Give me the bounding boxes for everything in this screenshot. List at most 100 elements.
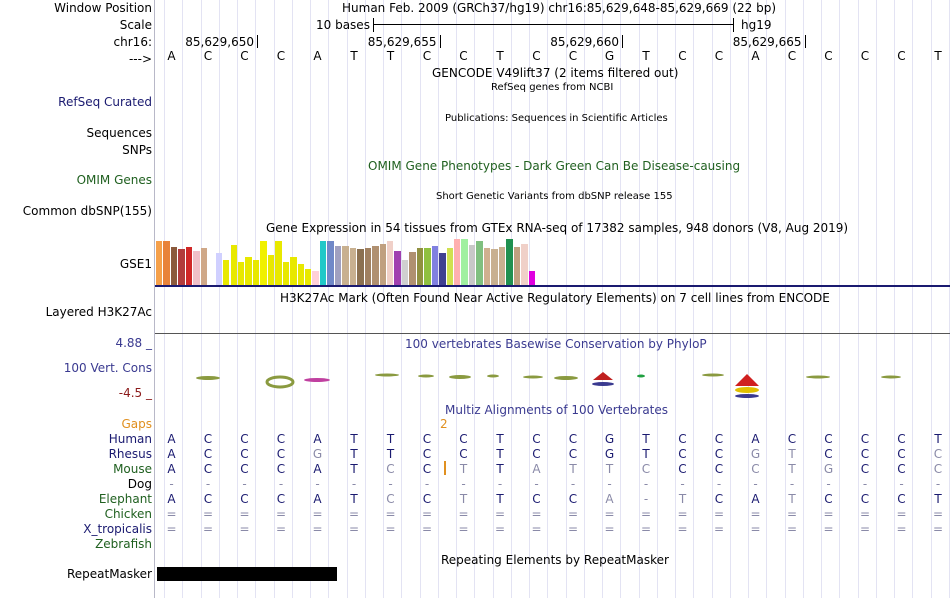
gtex-bar[interactable]	[513, 247, 521, 285]
gse1-label[interactable]: GSE1	[119, 257, 152, 271]
gtex-track-title[interactable]: Gene Expression in 54 tissues from GTEx …	[266, 221, 849, 235]
gtex-bar[interactable]	[267, 255, 275, 285]
gtex-bar[interactable]	[416, 248, 424, 285]
gtex-bar[interactable]	[260, 241, 267, 285]
gencode-track-title[interactable]: GENCODE V49lift37 (2 items filtered out)	[432, 66, 679, 80]
gtex-bar[interactable]	[319, 241, 327, 285]
snps-label[interactable]: SNPs	[122, 143, 152, 157]
gtex-bar[interactable]	[208, 245, 215, 285]
gtex-bar[interactable]	[163, 241, 170, 285]
multiz-track-title[interactable]: Multiz Alignments of 100 Vertebrates	[445, 403, 669, 417]
gtex-bar[interactable]	[282, 262, 290, 285]
gtex-bar[interactable]	[424, 248, 431, 285]
species-label[interactable]: Mouse	[113, 462, 152, 476]
sequences-label[interactable]: Sequences	[86, 126, 152, 140]
publications-track-title[interactable]: Publications: Sequences in Scientific Ar…	[445, 113, 668, 124]
alignment-base: C	[933, 447, 943, 461]
gtex-bar[interactable]	[491, 249, 498, 285]
gtex-bar[interactable]	[230, 244, 237, 285]
gtex-bar[interactable]	[409, 251, 416, 285]
gtex-bar[interactable]	[193, 250, 200, 285]
alignment-base: =	[932, 522, 944, 536]
layered-h3k27ac-label[interactable]: Layered H3K27Ac	[45, 305, 152, 319]
gaps-label[interactable]: Gaps	[121, 417, 152, 431]
gtex-bar[interactable]	[185, 247, 193, 285]
common-dbsnp-label[interactable]: Common dbSNP(155)	[22, 204, 152, 218]
gtex-bar[interactable]	[252, 259, 260, 285]
gtex-bar[interactable]	[342, 245, 349, 285]
gtex-bar[interactable]	[215, 252, 223, 285]
gtex-bar[interactable]	[237, 262, 245, 285]
gtex-bar[interactable]	[528, 271, 535, 285]
gtex-bar[interactable]	[297, 264, 304, 285]
gtex-bar[interactable]	[357, 249, 364, 285]
gtex-bar[interactable]	[431, 245, 439, 285]
alignment-base: C	[897, 447, 906, 461]
window-position-label[interactable]: Window Position	[54, 1, 152, 15]
gtex-bar[interactable]	[386, 241, 394, 285]
gtex-bar[interactable]	[334, 245, 342, 285]
refseq-curated-label[interactable]: RefSeq Curated	[58, 95, 152, 109]
gtex-bar[interactable]	[178, 249, 185, 285]
alignment-base: C	[240, 447, 249, 461]
alignment-base: =	[786, 507, 798, 521]
chrom-label[interactable]: chr16:	[113, 35, 152, 49]
gridline	[255, 0, 257, 598]
gtex-bar[interactable]	[498, 247, 506, 285]
gtex-bar[interactable]	[156, 241, 163, 285]
species-label[interactable]: Chicken	[104, 507, 152, 521]
gtex-bar[interactable]	[394, 250, 401, 285]
phylop-logo[interactable]	[155, 360, 950, 405]
alignment-base: C	[532, 432, 541, 446]
gtex-bar[interactable]	[454, 239, 461, 285]
species-label[interactable]: Human	[108, 432, 152, 446]
alignment-base: =	[677, 522, 688, 536]
strand-arrow-label[interactable]: --->	[128, 52, 152, 66]
species-label[interactable]: Zebrafish	[95, 537, 152, 551]
cons-track-title[interactable]: 100 vertebrates Basewise Conservation by…	[405, 337, 707, 351]
gtex-bar[interactable]	[327, 241, 334, 285]
omim-genes-label[interactable]: OMIM Genes	[76, 173, 152, 187]
gtex-bar[interactable]	[312, 271, 319, 285]
gtex-bar[interactable]	[275, 241, 282, 285]
gtex-bar[interactable]	[349, 248, 357, 285]
cons-max-label: 4.88 _	[115, 336, 152, 350]
gtex-bar[interactable]	[401, 259, 409, 285]
gtex-bar[interactable]	[245, 257, 252, 285]
gtex-bar[interactable]	[439, 252, 446, 285]
gtex-bar[interactable]	[200, 248, 208, 285]
omim-track-title[interactable]: OMIM Gene Phenotypes - Dark Green Can Be…	[368, 159, 741, 173]
gridline	[182, 0, 184, 598]
species-label[interactable]: X_tropicalis	[83, 522, 152, 536]
gtex-bar[interactable]	[476, 241, 483, 285]
gtex-bar[interactable]	[170, 247, 178, 285]
gtex-expression-bars[interactable]	[156, 237, 536, 285]
gtex-bar[interactable]	[379, 243, 386, 285]
gtex-bar[interactable]	[468, 244, 476, 285]
sequence-base: C	[240, 49, 249, 63]
gridline	[912, 0, 914, 598]
dbsnp-track-title[interactable]: Short Genetic Variants from dbSNP releas…	[436, 191, 673, 202]
species-label[interactable]: Dog	[127, 477, 152, 491]
vert-cons-label[interactable]: 100 Vert. Cons	[63, 361, 152, 375]
gtex-bar[interactable]	[305, 268, 312, 285]
gtex-bar[interactable]	[506, 239, 513, 285]
species-label[interactable]: Rhesus	[108, 447, 152, 461]
gtex-bar[interactable]	[364, 248, 372, 285]
gtex-bar[interactable]	[372, 245, 379, 285]
repeatmasker-element[interactable]	[157, 567, 337, 581]
gtex-bar[interactable]	[483, 248, 491, 285]
gtex-bar[interactable]	[461, 239, 468, 285]
gtex-bar[interactable]	[290, 257, 297, 285]
h3k27ac-track-title[interactable]: H3K27Ac Mark (Often Found Near Active Re…	[280, 291, 830, 305]
gtex-bar[interactable]	[446, 248, 454, 285]
scale-label[interactable]: Scale	[119, 18, 152, 32]
repeatmasker-track-title[interactable]: Repeating Elements by RepeatMasker	[441, 553, 669, 567]
species-label[interactable]: Elephant	[98, 492, 152, 506]
gtex-bar[interactable]	[521, 243, 528, 285]
scale-bar	[373, 18, 734, 32]
gridline	[875, 0, 877, 598]
sequence-base: T	[642, 49, 650, 63]
repeatmasker-label[interactable]: RepeatMasker	[66, 567, 152, 581]
gtex-bar[interactable]	[223, 259, 230, 285]
